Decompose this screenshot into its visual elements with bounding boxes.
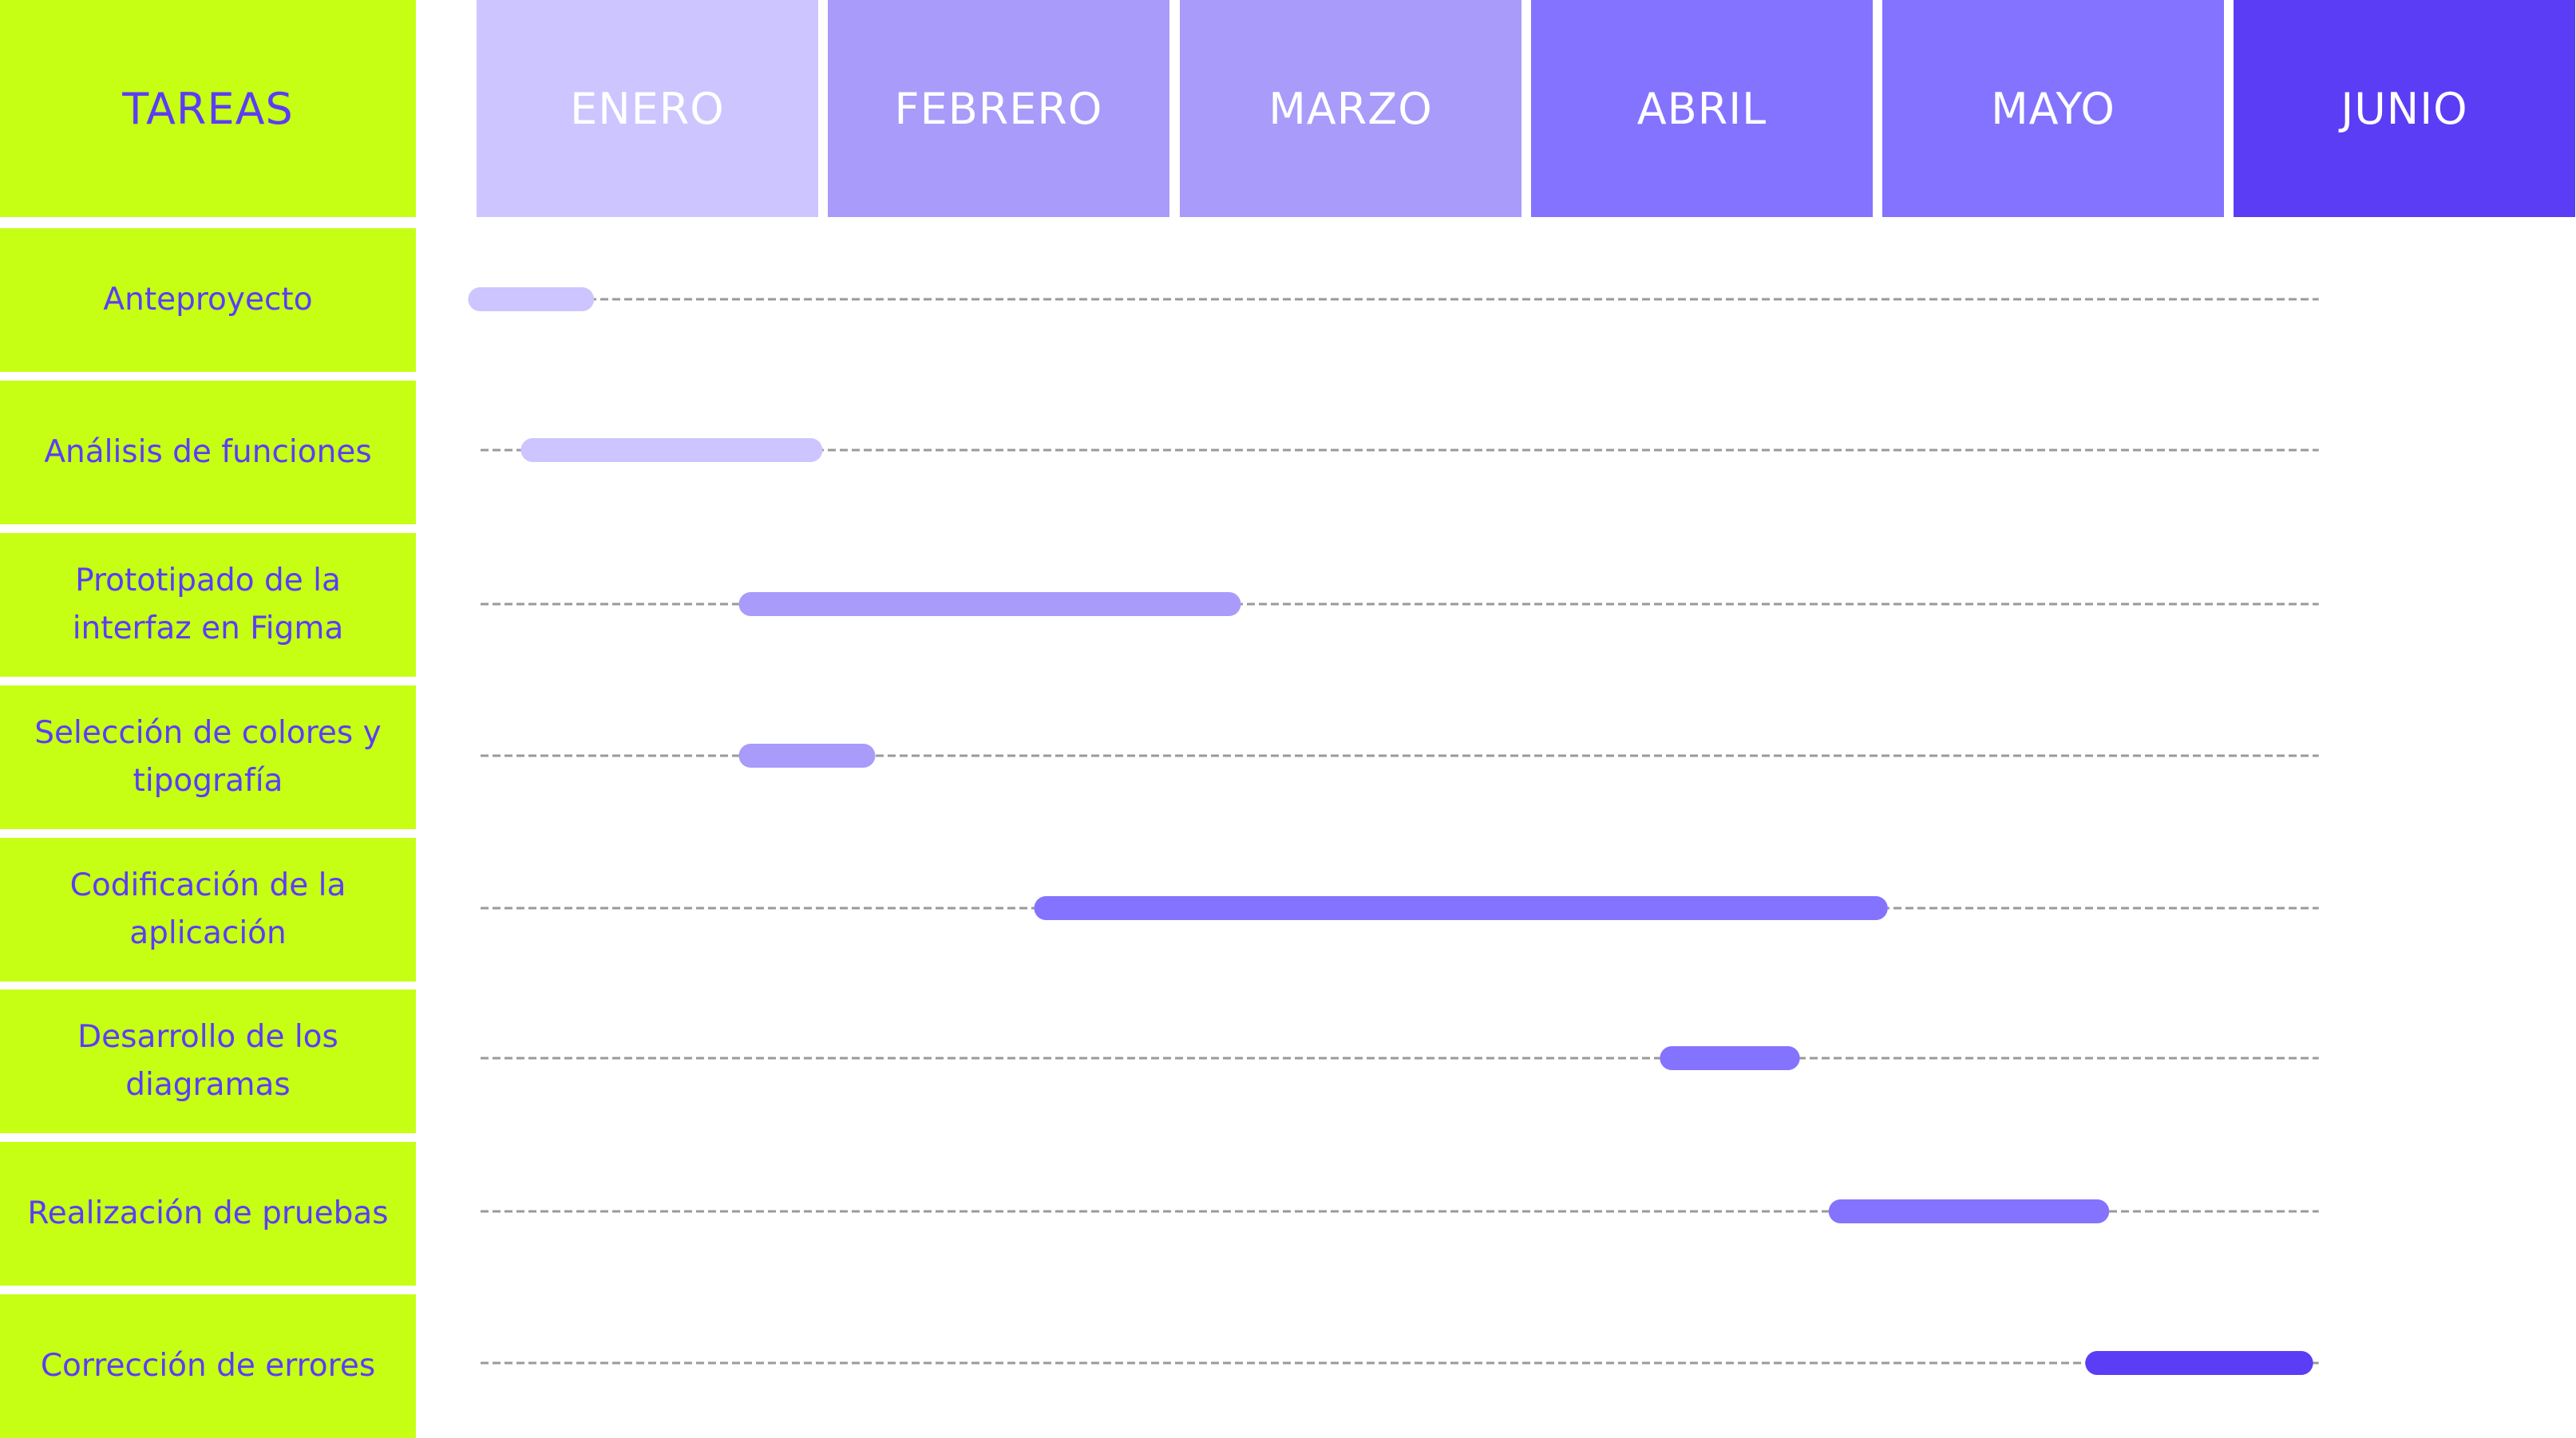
task-label-correccion: Corrección de errores	[0, 1294, 416, 1438]
task-label-seleccion: Selección de colores y tipografía	[0, 685, 416, 829]
month-header-febrero: FEBRERO	[828, 0, 1169, 217]
task-label-desarrollo: Desarrollo de los diagramas	[0, 990, 416, 1133]
task-label-anteproyecto: Anteproyecto	[0, 228, 416, 372]
task-label-analisis: Análisis de funciones	[0, 381, 416, 524]
month-header-mayo: MAYO	[1882, 0, 2224, 217]
month-header-enero: ENERO	[477, 0, 818, 217]
task-label-pruebas: Realización de pruebas	[0, 1142, 416, 1286]
task-label-codificacion: Codificación de la aplicación	[0, 838, 416, 982]
month-header-marzo: MARZO	[1180, 0, 1521, 217]
tasks-header: TAREAS	[0, 0, 416, 217]
task-label-prototipado: Prototipado de la interfaz en Figma	[0, 533, 416, 677]
month-header-abril: ABRIL	[1531, 0, 1873, 217]
month-header-junio: JUNIO	[2234, 0, 2575, 217]
